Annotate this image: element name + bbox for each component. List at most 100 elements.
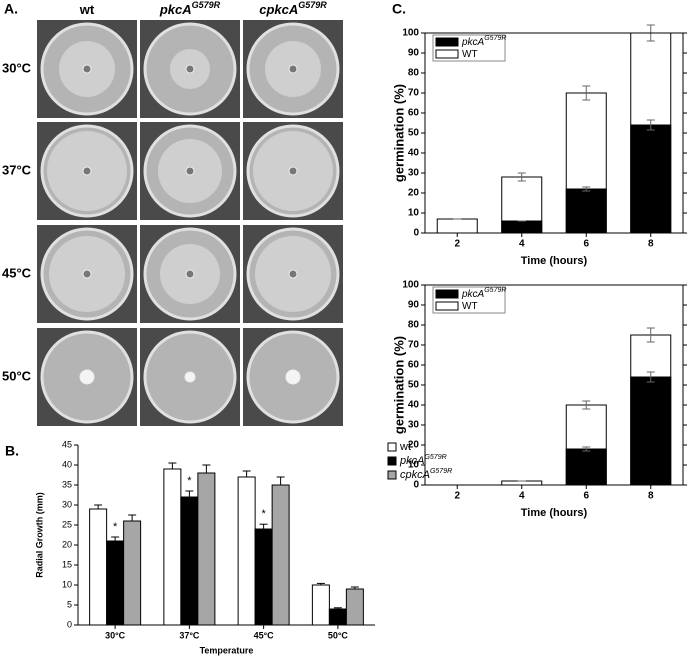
legend-swatch: [435, 49, 459, 59]
bar: [630, 376, 672, 486]
y-tick-label: 35: [62, 479, 72, 489]
x-tick-label: 6: [583, 239, 589, 250]
y-tick-label: 90: [408, 48, 420, 59]
y-tick-label: 80: [408, 68, 420, 79]
legend-label: pkcAG579R: [461, 287, 506, 300]
column-label: wt: [79, 2, 95, 17]
y-tick-label: 10: [408, 208, 420, 219]
panel-label: B.: [5, 443, 19, 459]
colony-center: [288, 166, 298, 176]
colony-center: [79, 369, 95, 385]
y-tick-label: 100: [402, 28, 419, 39]
y-tick-label: 100: [402, 280, 419, 291]
legend-label-sup: G579R: [430, 468, 452, 475]
error-bar: [128, 514, 137, 521]
y-tick-label: 30: [62, 499, 72, 509]
column-label-sup: G579R: [192, 0, 221, 10]
colony-center: [82, 269, 92, 279]
bar: [630, 124, 672, 234]
row-label: 45°C: [2, 265, 32, 280]
x-tick-label: 4: [519, 239, 525, 250]
legend-label: WT: [462, 49, 478, 60]
bar: [123, 520, 142, 626]
y-tick-label: 50: [408, 380, 420, 391]
colony-center: [82, 166, 92, 176]
error-bar: [202, 464, 211, 473]
colony-center: [288, 269, 298, 279]
y-tick-label: 30: [408, 168, 420, 179]
bar: [565, 188, 607, 234]
legend-swatch: [435, 37, 459, 47]
bar: [345, 588, 364, 626]
y-tick-label: 5: [67, 599, 72, 609]
legend-label-main: pkcA: [461, 289, 485, 300]
x-tick-label: 45°C: [254, 630, 275, 640]
error-bar: [242, 470, 251, 477]
y-tick-label: 10: [408, 460, 420, 471]
x-axis-label: Temperature: [200, 645, 254, 655]
y-tick-label: 70: [408, 340, 420, 351]
y-tick-label: 10: [62, 579, 72, 589]
y-tick-label: 0: [67, 619, 72, 629]
x-tick-label: 37°C: [179, 630, 200, 640]
legend-label-main: WT: [462, 301, 478, 312]
y-tick-label: 40: [408, 148, 420, 159]
error-bar: [185, 490, 194, 497]
colony-center: [185, 64, 195, 74]
error-bar: [582, 400, 591, 410]
legend-label-main: pkcA: [461, 37, 485, 48]
column-label: pkcAG579R: [159, 0, 221, 17]
legend-swatch: [387, 442, 397, 452]
legend-label: WT: [462, 301, 478, 312]
error-bar: [111, 536, 120, 541]
bar: [180, 496, 199, 626]
error-bar: [646, 327, 655, 343]
error-bar: [582, 446, 591, 452]
legend-label-main: WT: [462, 49, 478, 60]
x-tick-label: 2: [454, 239, 460, 250]
column-label-main: cpkcA: [259, 2, 298, 17]
x-tick-label: 30°C: [105, 630, 126, 640]
colony-center: [185, 269, 195, 279]
y-tick-label: 70: [408, 88, 420, 99]
bar: [254, 528, 273, 626]
y-tick-label: 20: [408, 440, 420, 451]
y-axis-label: Radial Growth (mm): [34, 492, 44, 578]
error-bar: [168, 462, 177, 469]
legend-swatch: [387, 456, 397, 466]
y-axis-label: germination (%): [391, 84, 406, 182]
y-tick-label: 20: [62, 539, 72, 549]
legend-label-sup: G579R: [424, 454, 446, 461]
legend-label-sup: G579R: [484, 35, 506, 42]
error-bar: [276, 476, 285, 485]
legend-label-main: cpkcA: [400, 469, 430, 481]
row-label: 37°C: [2, 162, 32, 177]
error-bar: [582, 186, 591, 192]
y-tick-label: 80: [408, 320, 420, 331]
row-label: 30°C: [2, 60, 32, 75]
x-tick-label: 4: [519, 491, 525, 502]
legend-label-sup: G579R: [484, 287, 506, 294]
y-tick-label: 60: [408, 360, 420, 371]
y-tick-label: 30: [408, 420, 420, 431]
bar: [106, 540, 125, 626]
legend-label: pkcAG579R: [461, 35, 506, 48]
plot-frame: [424, 284, 684, 486]
legend-label: cpkcAG579R: [400, 468, 452, 481]
y-tick-label: 25: [62, 519, 72, 529]
column-label-sup: G579R: [298, 0, 327, 10]
y-tick-label: 20: [408, 188, 420, 199]
bar: [237, 476, 256, 626]
y-axis-label: germination (%): [391, 336, 406, 434]
bar: [197, 472, 216, 626]
error-bar: [646, 371, 655, 383]
y-tick-label: 50: [408, 128, 420, 139]
legend-label-main: wt: [399, 441, 411, 453]
plot-frame: [424, 32, 684, 234]
error-bar: [582, 85, 591, 101]
colony-center: [285, 369, 301, 385]
bar: [565, 448, 607, 486]
